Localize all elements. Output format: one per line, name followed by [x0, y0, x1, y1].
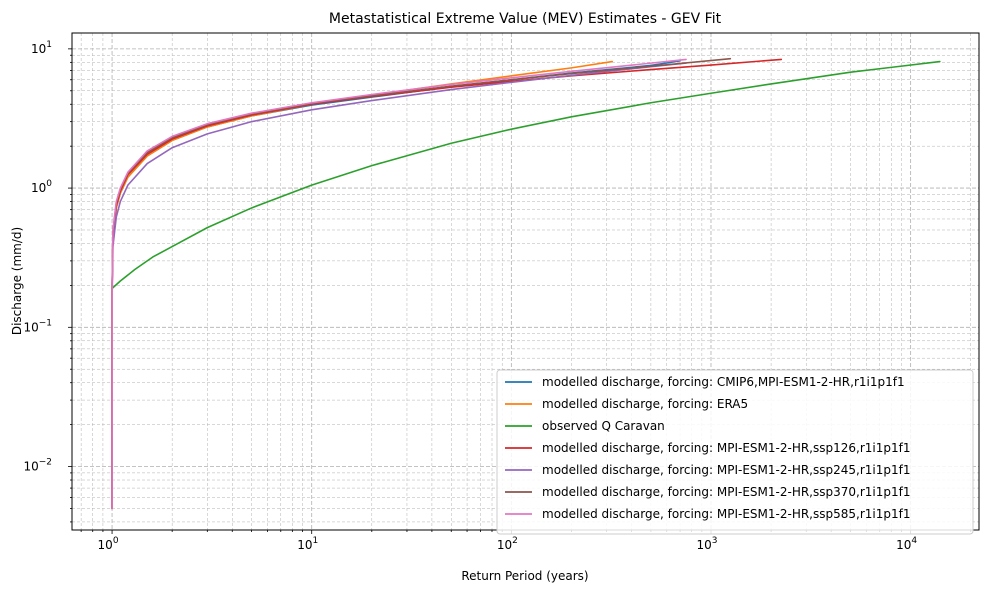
chart-title: Metastatistical Extreme Value (MEV) Esti…: [329, 11, 722, 27]
y-tick-label: 10−2: [23, 458, 52, 474]
x-axis-label: Return Period (years): [461, 569, 588, 583]
y-tick-label: 101: [31, 40, 52, 56]
legend-box: [496, 369, 974, 535]
y-axis-label: Discharge (mm/d): [10, 227, 24, 335]
x-tick-label: 101: [297, 536, 318, 552]
x-tick-label: 102: [497, 536, 518, 552]
series-line-4: [111, 62, 687, 510]
y-tick-label: 100: [31, 179, 52, 195]
x-tick-label: 103: [696, 536, 717, 552]
y-tick-label: 10−1: [23, 318, 52, 334]
legend-label-2: observed Q Caravan: [542, 419, 665, 433]
legend-label-4: modelled discharge, forcing: MPI-ESM1-2-…: [542, 463, 910, 477]
legend-label-1: modelled discharge, forcing: ERA5: [542, 397, 748, 411]
x-tick-label: 100: [98, 536, 119, 552]
legend-label-3: modelled discharge, forcing: MPI-ESM1-2-…: [542, 441, 910, 455]
series-layer: [111, 57, 941, 510]
x-tick-label: 104: [896, 536, 917, 552]
legend-label-0: modelled discharge, forcing: CMIP6,MPI-E…: [542, 375, 905, 389]
legend: modelled discharge, forcing: CMIP6,MPI-E…: [496, 369, 974, 535]
legend-label-5: modelled discharge, forcing: MPI-ESM1-2-…: [542, 485, 910, 499]
series-line-2: [111, 60, 941, 290]
series-line-6: [111, 58, 687, 510]
tick-labels: 100 101 102 103 104 10−2 10−1 100 101: [23, 40, 917, 552]
legend-label-6: modelled discharge, forcing: MPI-ESM1-2-…: [542, 507, 910, 521]
